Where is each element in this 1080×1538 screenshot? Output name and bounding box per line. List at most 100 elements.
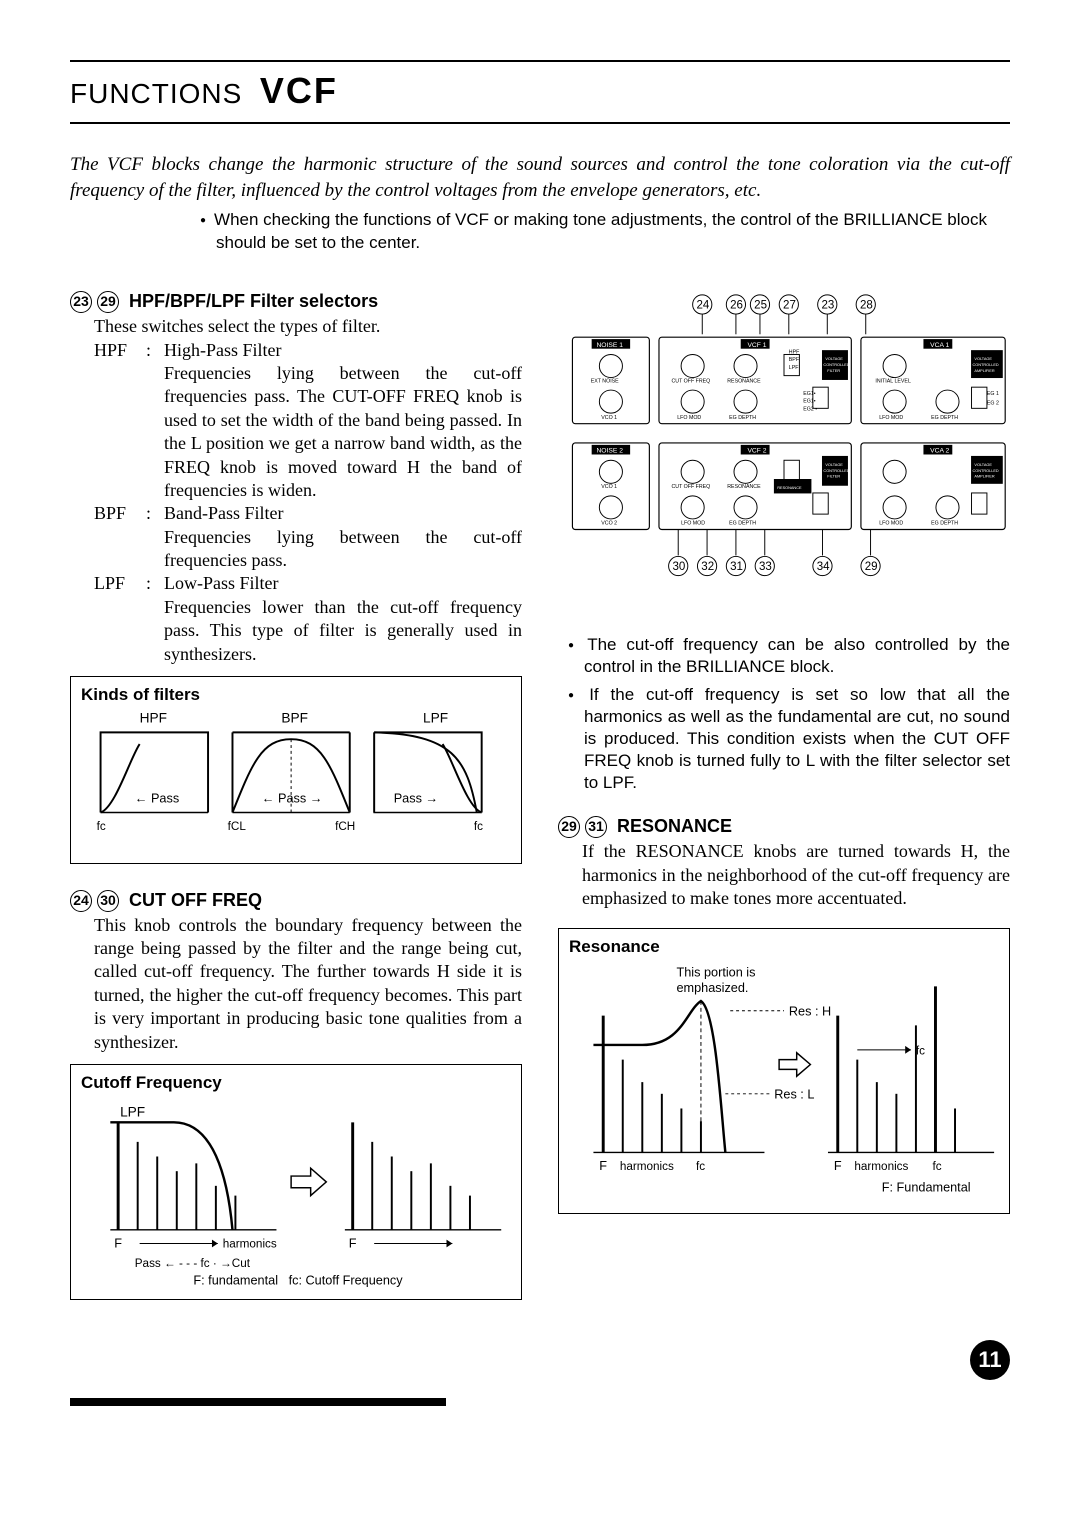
svg-text:27: 27 <box>783 299 796 311</box>
svg-text:harmonics: harmonics <box>223 1237 277 1250</box>
svg-text:30: 30 <box>672 561 685 573</box>
svg-text:VCO 1: VCO 1 <box>601 484 617 490</box>
svg-text:29: 29 <box>865 561 878 573</box>
fig-cutoff-title: Cutoff Frequency <box>81 1073 511 1093</box>
bpf-name: Band-Pass Filter <box>164 502 522 525</box>
hpf-abbr: HPF <box>94 339 146 503</box>
ref-30: 30 <box>97 890 119 912</box>
heading-filters: HPF/BPF/LPF Filter selectors <box>129 291 378 311</box>
lpf-desc: Frequencies lower than the cut-off frequ… <box>164 596 522 666</box>
svg-text:harmonics: harmonics <box>854 1160 908 1173</box>
svg-text:25: 25 <box>754 299 767 311</box>
svg-text:← Pass: ← Pass <box>135 792 179 806</box>
page-title: FUNCTIONS VCF <box>70 62 1010 116</box>
svg-text:LPF: LPF <box>789 365 799 371</box>
svg-text:VCF 2: VCF 2 <box>747 448 766 455</box>
page-number: 11 <box>970 1340 1010 1380</box>
bpf-abbr: BPF <box>94 502 146 572</box>
svg-text:fCH: fCH <box>335 820 355 833</box>
svg-text:fc: fc <box>696 1160 705 1173</box>
svg-text:LPF: LPF <box>120 1104 145 1119</box>
svg-text:F: Fundamental: F: Fundamental <box>882 1181 971 1195</box>
svg-text:31: 31 <box>730 561 743 573</box>
svg-text:CONTROLLED: CONTROLLED <box>823 469 849 473</box>
title-main: VCF <box>260 70 338 111</box>
figure-resonance: Resonance This portion is emphasized. F … <box>558 928 1010 1213</box>
hpf-desc: Frequencies lying between the cut-off fr… <box>164 362 522 502</box>
svg-text:FILTER: FILTER <box>827 369 840 373</box>
svg-text:NOISE 2: NOISE 2 <box>596 448 623 455</box>
svg-text:LFO MOD: LFO MOD <box>677 415 701 421</box>
svg-text:Pass ← - - - fc · →Cut: Pass ← - - - fc · →Cut <box>135 1257 251 1270</box>
svg-text:EG1•: EG1• <box>803 399 816 405</box>
svg-text:fc: fc <box>97 820 106 833</box>
svg-text:RESONANCE: RESONANCE <box>777 486 802 490</box>
svg-text:RESONANCE: RESONANCE <box>727 379 761 385</box>
svg-text:BPF: BPF <box>281 711 308 726</box>
svg-text:VCO 1: VCO 1 <box>601 415 617 421</box>
ref-23: 23 <box>70 291 92 313</box>
resonance-svg: This portion is emphasized. F harmonics … <box>569 957 999 1201</box>
svg-text:fc: fc <box>474 820 483 833</box>
svg-text:VOLTAGE: VOLTAGE <box>974 463 992 467</box>
right-note-2: If the cut-off frequency is set so low t… <box>568 684 1010 794</box>
svg-text:EG DEPTH: EG DEPTH <box>931 521 958 527</box>
svg-text:This portion is: This portion is <box>677 966 756 980</box>
ref-29b: 29 <box>558 816 580 838</box>
svg-text:LFO MOD: LFO MOD <box>879 521 903 527</box>
right-note-1: The cut-off frequency can be also contro… <box>568 634 1010 678</box>
kinds-filters-svg: HPF ← Pass fc BPF ← Pass → fCL fCH LPF <box>81 705 511 852</box>
svg-text:EG DEPTH: EG DEPTH <box>931 415 958 421</box>
svg-text:VCO 2: VCO 2 <box>601 521 617 527</box>
svg-text:F: F <box>834 1159 842 1173</box>
svg-text:28: 28 <box>860 299 873 311</box>
bpf-desc: Frequencies lying between the cut-off fr… <box>164 526 522 573</box>
svg-text:Res : L: Res : L <box>774 1088 814 1102</box>
svg-text:32: 32 <box>701 561 714 573</box>
svg-text:emphasized.: emphasized. <box>677 982 749 996</box>
svg-text:fc: fc <box>916 1045 925 1058</box>
svg-text:LFO MOD: LFO MOD <box>681 521 705 527</box>
svg-text:FILTER: FILTER <box>827 475 840 479</box>
svg-text:F: F <box>599 1159 607 1173</box>
svg-text:Pass →: Pass → <box>394 792 438 806</box>
svg-text:BPF: BPF <box>789 357 799 363</box>
svg-text:EG 2: EG 2 <box>987 401 999 407</box>
svg-text:VCA 2: VCA 2 <box>930 448 949 455</box>
svg-text:EG DEPTH: EG DEPTH <box>729 415 756 421</box>
svg-text:LPF: LPF <box>423 711 448 726</box>
fig-res-title: Resonance <box>569 937 999 957</box>
svg-text:F: fundamental fc: Cutoff Fr: F: fundamental fc: Cutoff Frequency <box>193 1273 403 1287</box>
svg-text:34: 34 <box>817 561 830 573</box>
svg-text:F: F <box>349 1236 357 1250</box>
svg-text:HPF: HPF <box>140 711 167 726</box>
lpf-abbr: LPF <box>94 572 146 666</box>
svg-text:VOLTAGE: VOLTAGE <box>825 357 843 361</box>
section-resonance: 29 31 RESONANCE If the RESONANCE knobs a… <box>558 816 1010 910</box>
svg-text:CUT OFF FREQ: CUT OFF FREQ <box>671 379 710 385</box>
svg-text:CONTROLLED: CONTROLLED <box>972 363 998 367</box>
svg-text:EG2 •: EG2 • <box>803 406 817 412</box>
svg-text:24: 24 <box>696 299 709 311</box>
svg-text:F: F <box>114 1236 122 1250</box>
svg-text:EXT NOISE: EXT NOISE <box>591 379 619 385</box>
cutoff-body: This knob controls the boundary frequenc… <box>94 914 522 1054</box>
section-filter-selectors: 23 29 HPF/BPF/LPF Filter selectors These… <box>70 291 522 666</box>
svg-text:Res : H: Res : H <box>789 1005 831 1019</box>
intro-paragraph: The VCF blocks change the harmonic struc… <box>70 152 1010 203</box>
hpf-name: High-Pass Filter <box>164 339 522 362</box>
svg-text:AMPLIFIER: AMPLIFIER <box>974 369 994 373</box>
fig-kinds-title: Kinds of filters <box>81 685 511 705</box>
filters-lead: These switches select the types of filte… <box>94 315 522 338</box>
resonance-body: If the RESONANCE knobs are turned toward… <box>582 840 1010 910</box>
svg-text:RESONANCE: RESONANCE <box>727 484 761 490</box>
svg-text:harmonics: harmonics <box>620 1160 674 1173</box>
svg-text:VOLTAGE: VOLTAGE <box>974 357 992 361</box>
svg-text:EG1•: EG1• <box>803 391 816 397</box>
svg-text:CONTROLLED: CONTROLLED <box>823 363 849 367</box>
svg-text:VCF 1: VCF 1 <box>747 342 766 349</box>
svg-text:CONTROLLED: CONTROLLED <box>972 469 998 473</box>
lpf-name: Low-Pass Filter <box>164 572 522 595</box>
figure-cutoff: Cutoff Frequency LPF F harmonics <box>70 1064 522 1300</box>
svg-text:fCL: fCL <box>228 820 247 833</box>
